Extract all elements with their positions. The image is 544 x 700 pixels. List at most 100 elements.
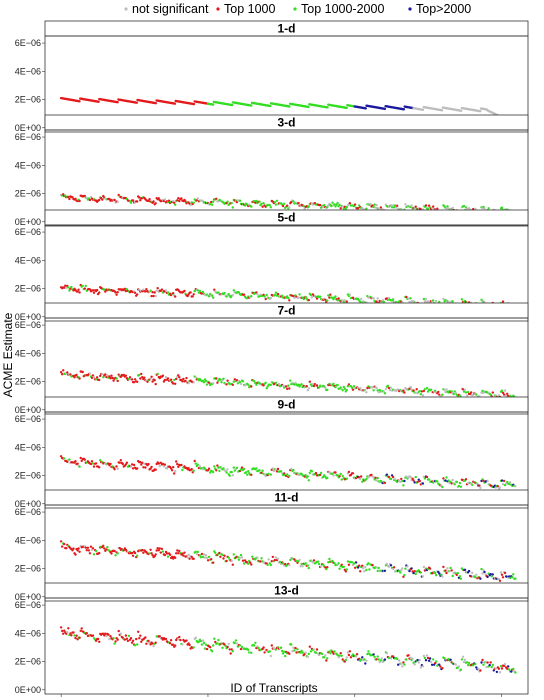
data-point [238,644,242,647]
y-tick-label: 2E−06 [15,189,41,199]
data-point [500,479,504,482]
data-point [232,289,235,292]
data-point [486,575,489,579]
data-point [62,369,65,372]
data-point [386,384,390,387]
data-point [199,556,203,559]
data-point [359,386,362,390]
data-point [417,661,420,664]
data-point [90,376,94,380]
data-point [345,656,348,659]
data-point [180,197,183,200]
data-point [105,634,108,638]
data-point [426,207,430,210]
data-point [447,479,450,482]
data-point [193,459,196,463]
y-tick-label: 6E−06 [15,38,41,48]
data-point [425,654,429,657]
data-point [191,295,194,298]
data-point [293,383,296,386]
data-point [467,207,471,210]
data-point [175,552,178,555]
data-point [181,643,184,646]
data-point [317,653,321,657]
data-point [231,650,234,653]
data-point [307,105,310,109]
data-point [479,577,482,580]
data-point [99,374,102,378]
data-point [337,562,340,565]
data-point [474,576,477,579]
data-point [59,626,63,629]
data-point [350,561,354,564]
data-point [288,206,291,209]
data-point [163,378,167,382]
data-point [269,206,272,209]
data-point [411,477,414,480]
data-point [154,202,157,205]
data-point [98,640,101,643]
data-point [341,299,344,302]
data-point [69,632,72,635]
data-point [141,461,144,464]
data-point [96,637,100,641]
data-point [136,467,139,470]
data-point [475,393,478,396]
data-point [403,573,406,577]
strip-label: 13-d [274,584,299,598]
data-point [336,383,339,387]
data-point [351,472,355,475]
data-point [314,471,318,475]
data-point [116,638,119,641]
data-point [125,461,129,464]
data-point [340,563,343,566]
data-point [232,380,235,383]
data-point [73,634,76,637]
data-point [279,646,283,649]
data-point [392,206,396,209]
data-point [240,645,244,649]
data-point [164,376,168,379]
data-point [423,569,427,572]
data-point [278,560,282,564]
data-point [95,376,99,379]
y-tick-label: 2E−06 [15,471,41,481]
data-point [274,381,278,384]
data-point [332,474,335,477]
data-point [399,571,402,574]
data-point [307,566,310,570]
data-point [61,545,64,548]
data-point [163,463,167,466]
data-point [414,572,417,576]
data-point [413,663,416,666]
data-point [151,380,154,383]
data-point [376,297,379,300]
data-point [342,207,345,210]
data-point [230,648,233,651]
data-point [419,666,422,669]
data-point [198,289,202,293]
data-point [192,646,195,649]
data-point [194,636,197,639]
data-point [383,392,387,395]
data-point [130,463,134,466]
data-point [74,197,77,200]
points [59,540,517,582]
data-point [260,471,263,474]
data-point [324,654,327,657]
data-point [230,201,233,205]
data-point [250,563,253,566]
data-point [65,547,68,550]
data-point [296,648,299,651]
data-point [364,388,367,392]
data-point [311,383,315,386]
data-point [176,199,179,202]
data-point [380,657,383,660]
data-point [98,291,101,294]
data-point [64,284,67,287]
data-point [339,652,342,655]
data-point [471,571,474,574]
data-point [284,562,287,566]
data-point [404,203,407,206]
legend-marker [216,7,220,11]
